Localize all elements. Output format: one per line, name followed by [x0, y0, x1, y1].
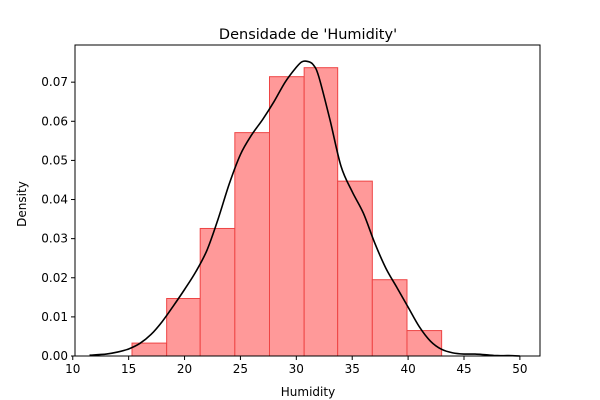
x-axis: 10 15 20 25 30 35 40 45 50 — [65, 356, 528, 376]
y-tick-label-3: 0.03 — [41, 232, 68, 246]
kde-curve — [89, 60, 520, 357]
y-tick-label-6: 0.06 — [41, 114, 68, 128]
x-tick-label-2: 20 — [177, 362, 192, 376]
histogram-bar-5 — [268, 76, 305, 357]
x-tick-label-4: 30 — [289, 362, 304, 376]
y-tick-label-0: 0.00 — [41, 349, 68, 363]
x-tick-label-6: 40 — [400, 362, 415, 376]
x-tick-label-7: 45 — [456, 362, 471, 376]
x-tick-label-3: 25 — [233, 362, 248, 376]
y-tick-label-1: 0.01 — [41, 310, 68, 324]
y-tick-label-2: 0.02 — [41, 271, 68, 285]
histogram-bar-4 — [234, 132, 270, 357]
plot-frame — [74, 44, 541, 357]
histogram-bar-7 — [337, 180, 373, 357]
histogram-bar-6 — [303, 67, 339, 357]
x-tick-label-8: 50 — [512, 362, 527, 376]
y-tick-label-4: 0.04 — [41, 193, 68, 207]
x-tick-label-5: 35 — [345, 362, 360, 376]
x-tick-label-1: 15 — [121, 362, 136, 376]
x-axis-label: Humidity — [281, 385, 335, 399]
chart-title: Densidade de 'Humidity' — [219, 27, 397, 43]
y-tick-label-5: 0.05 — [41, 153, 68, 167]
kde-curve-group — [89, 60, 520, 357]
histogram-bars — [131, 67, 443, 357]
x-tick-label-0: 10 — [65, 362, 80, 376]
y-axis: 0.00 0.01 0.02 0.03 0.04 0.05 0.06 0.07 — [41, 75, 75, 363]
y-axis-label: Density — [15, 181, 29, 227]
histogram-bar-8 — [371, 279, 408, 357]
y-tick-label-7: 0.07 — [41, 75, 68, 89]
histogram-bar-3 — [199, 227, 236, 357]
